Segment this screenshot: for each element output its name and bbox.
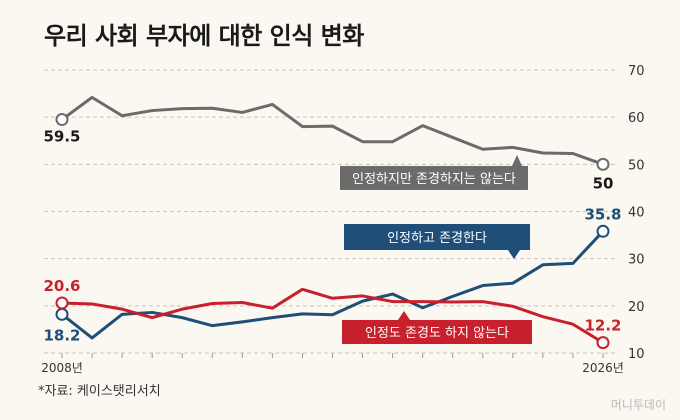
callout-pointer-0 — [512, 155, 522, 166]
endpoint-marker-0 — [596, 157, 610, 171]
end-value-label-2: 12.2 — [584, 317, 621, 335]
y-tick-label: 30 — [628, 253, 645, 268]
y-tick-label: 60 — [628, 111, 645, 126]
series-line-1 — [61, 230, 605, 340]
y-tick-label: 70 — [628, 64, 645, 79]
value-labels: 59.5 50 18.2 35.8 20.6 12.2 — [43, 128, 621, 345]
endpoint-markers — [55, 113, 610, 350]
watermark: 머니투데이 — [610, 398, 666, 412]
series-lines — [61, 95, 605, 344]
legend-label-1: 인정하고 존경한다 — [387, 231, 487, 246]
endpoint-marker-1 — [55, 307, 69, 321]
x-tick-label-end: 2026년 — [582, 361, 624, 375]
endpoint-marker-1 — [596, 224, 610, 238]
endpoint-marker-0 — [55, 113, 69, 127]
start-value-label-0: 59.5 — [43, 128, 80, 146]
callout-pointer-2 — [398, 311, 410, 320]
grid-lines — [44, 69, 618, 354]
callout-box-1 — [344, 224, 530, 250]
callout-pointer-1 — [508, 250, 520, 259]
callout-box-0 — [340, 166, 528, 190]
x-axis-ticks: 2008년 2026년 — [41, 353, 624, 375]
end-value-label-1: 35.8 — [584, 205, 621, 223]
endpoint-marker-2 — [55, 296, 69, 310]
y-tick-label: 50 — [628, 158, 645, 173]
chart-title: 우리 사회 부자에 대한 인식 변화 — [44, 22, 364, 50]
endpoint-marker-2 — [596, 336, 610, 350]
series-line-2 — [61, 287, 604, 344]
legend-label-2: 인정도 존경도 하지 않는다 — [365, 326, 509, 341]
y-tick-label: 10 — [628, 347, 645, 362]
source-note: *자료: 케이스탯리서치 — [38, 384, 161, 399]
y-axis-ticks: 10 20 30 40 50 60 70 — [628, 64, 645, 362]
x-tick-label-start: 2008년 — [41, 361, 83, 375]
series-line-0 — [61, 95, 604, 166]
y-tick-label: 40 — [628, 206, 645, 221]
legend-label-0: 인정하지만 존경하지는 않는다 — [352, 172, 516, 187]
start-value-label-1: 18.2 — [43, 326, 80, 344]
end-value-label-0: 50 — [593, 174, 614, 192]
y-tick-label: 20 — [628, 300, 645, 315]
start-value-label-2: 20.6 — [43, 277, 80, 295]
callout-box-2 — [342, 320, 532, 344]
